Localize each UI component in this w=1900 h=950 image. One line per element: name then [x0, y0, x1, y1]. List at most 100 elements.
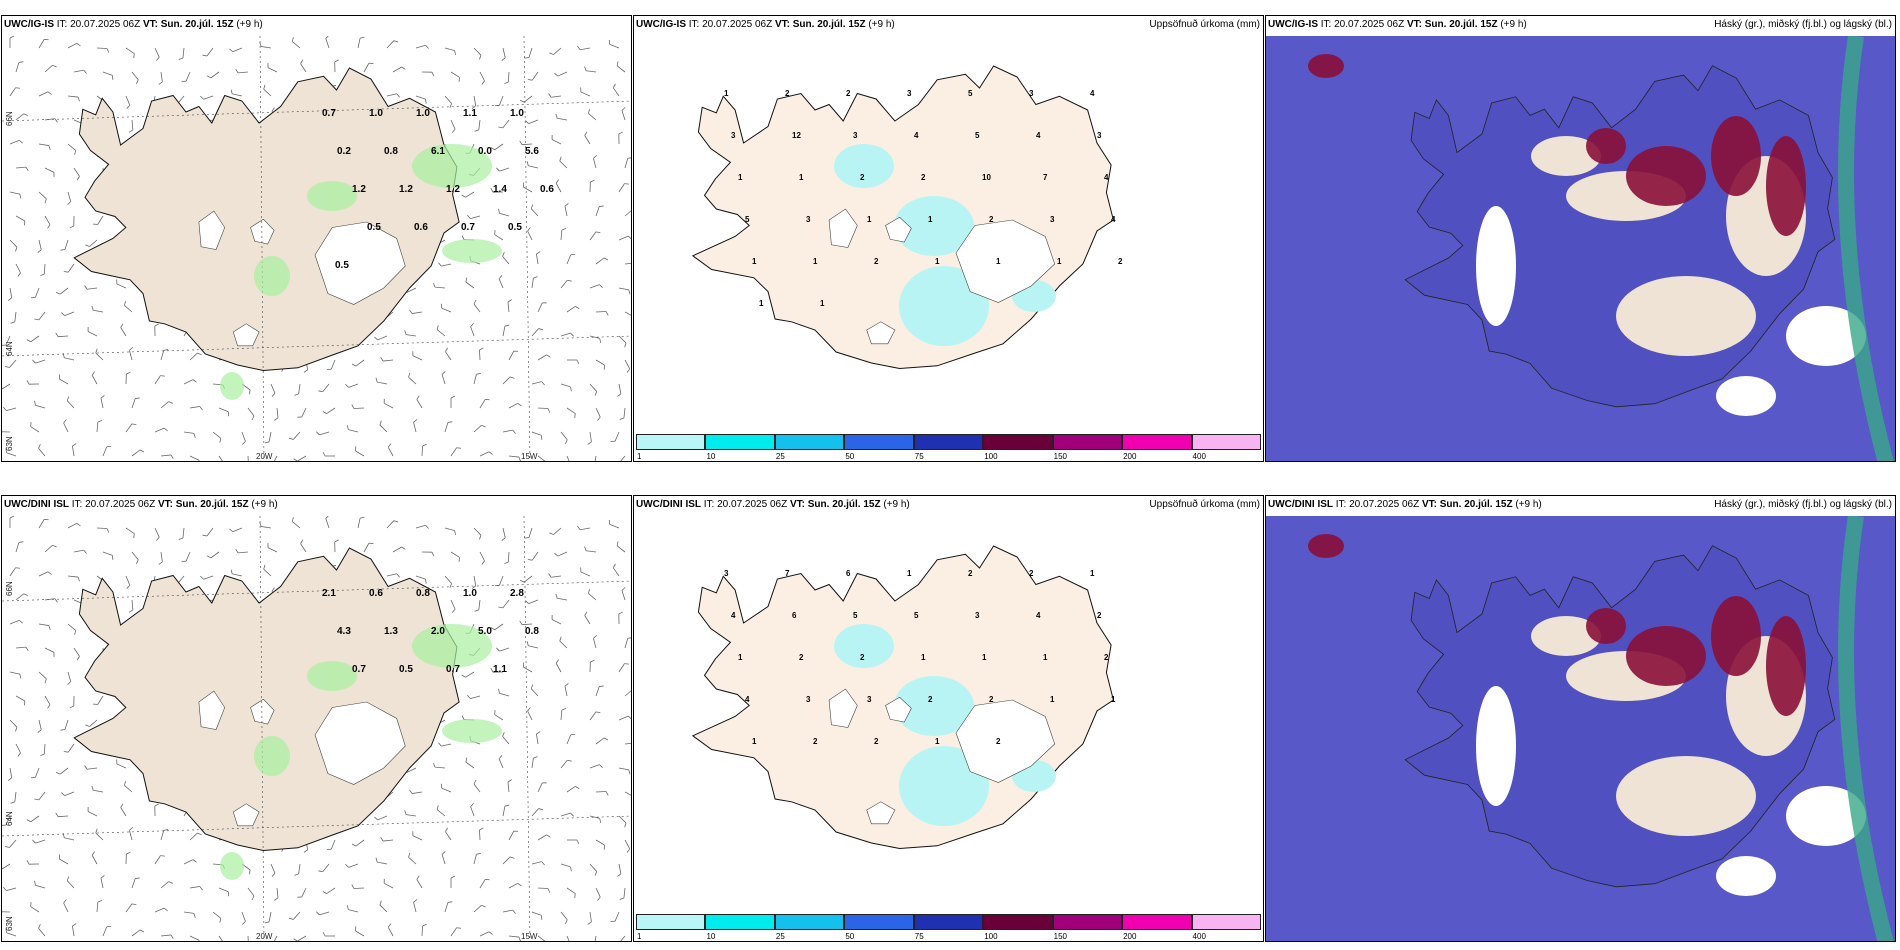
wind-barb [465, 757, 475, 769]
wind-barb [100, 395, 105, 409]
wind-barb [38, 671, 47, 684]
wind-barb [30, 422, 40, 433]
map-panel-clouds-dini: UWC/DINI ISL IT: 20.07.2025 06Z VT: Sun.… [1265, 495, 1896, 942]
wind-barb [67, 671, 72, 685]
wind-barb [44, 215, 51, 229]
wind-barb [450, 395, 456, 408]
wind-barb [100, 875, 105, 889]
wind-barb [587, 911, 592, 925]
clear-gap [1716, 376, 1776, 416]
panel-header: UWC/DINI ISL IT: 20.07.2025 06Z VT: Sun.… [4, 499, 278, 510]
wind-barb [322, 451, 335, 457]
wind-barb [154, 803, 159, 817]
wind-barb [69, 695, 75, 709]
wind-barb [498, 688, 510, 697]
wind-barb [595, 685, 604, 697]
wind-barb [421, 443, 427, 457]
wind-barb [84, 285, 98, 290]
wind-barb [440, 303, 452, 313]
wind-barb [584, 611, 591, 625]
colorbar-swatch [774, 914, 845, 930]
map-panel-clouds-igis: UWC/IG-IS IT: 20.07.2025 06Z VT: Sun. 20… [1265, 15, 1896, 462]
wind-barb [383, 878, 394, 889]
wind-barb [421, 923, 427, 937]
glacier [885, 216, 912, 243]
wind-barb [519, 140, 533, 146]
precip-value-label: 3 [975, 611, 980, 620]
wind-barb [61, 311, 75, 316]
wind-barb [380, 837, 394, 842]
iceland-land [73, 547, 460, 852]
wind-barb [288, 431, 301, 440]
wind-barb [507, 299, 512, 313]
wind-barb [618, 235, 631, 241]
wind-barb [555, 593, 568, 601]
wind-barb [519, 575, 533, 583]
wind-barb [55, 767, 69, 775]
colorbar-label: 100 [984, 452, 998, 461]
wind-barb [229, 47, 243, 53]
wind-barb [125, 95, 131, 109]
wind-barb [560, 279, 572, 289]
precip-area [834, 144, 894, 188]
wind-barb [527, 551, 539, 561]
wind-barb [212, 431, 222, 443]
wind-barb [67, 623, 77, 635]
wind-barb [559, 156, 568, 169]
precip-area [412, 144, 492, 188]
wind-barb [15, 695, 26, 706]
colorbar-swatch [983, 914, 1053, 930]
wind-barb [551, 614, 562, 625]
wind-barb [618, 715, 631, 721]
precip-value-label: 0.6 [369, 588, 383, 599]
precip-area [412, 624, 492, 668]
wind-barb [247, 887, 255, 901]
panel-header: UWC/IG-IS IT: 20.07.2025 06Z VT: Sun. 20… [4, 19, 263, 30]
wind-barb [131, 397, 140, 409]
wind-barb [85, 719, 98, 727]
colorbar-label: 100 [984, 932, 998, 941]
colorbar-swatch [636, 914, 706, 930]
wind-barb [415, 524, 429, 529]
wind-barb [496, 647, 510, 652]
wind-barb [531, 276, 538, 289]
wind-barb [621, 107, 626, 121]
map-panel-wind-precip-igis: UWC/IG-IS IT: 20.07.2025 06Z VT: Sun. 20… [1, 15, 632, 462]
wind-barb [386, 93, 400, 98]
wind-barb [259, 42, 272, 49]
cloud-cover-map [1266, 516, 1895, 941]
precip-value-label: 1 [867, 215, 872, 224]
wind-barb [566, 887, 576, 899]
wind-barb [409, 309, 423, 314]
wind-barb [498, 599, 510, 609]
wind-barb [536, 731, 541, 745]
precip-value-label: 0.8 [525, 626, 539, 637]
wind-barb [67, 191, 72, 205]
wind-barb [589, 863, 598, 876]
precip-value-label: 2 [989, 695, 994, 704]
clear-gap [1476, 686, 1516, 806]
wind-barb [589, 179, 595, 193]
wind-barb [5, 359, 17, 368]
wind-barb [415, 95, 427, 104]
wind-barb [7, 767, 13, 781]
wind-barb [357, 36, 365, 49]
wind-barb [502, 732, 510, 745]
wind-barb [38, 39, 49, 49]
precip-value-label: 2 [1104, 653, 1109, 662]
wind-barb [408, 852, 417, 865]
colorbar-swatch [636, 434, 706, 450]
wind-barb [34, 791, 46, 801]
wind-barb [624, 839, 631, 853]
wind-barb [548, 573, 562, 578]
wind-barb [91, 305, 104, 313]
precip-value-label: 1 [752, 737, 757, 746]
wind-barb [595, 257, 609, 265]
wind-barb [450, 447, 462, 457]
precip-value-label: 2 [799, 653, 804, 662]
wind-barb [564, 203, 569, 217]
wind-barb [63, 743, 75, 753]
wind-barb [593, 635, 598, 649]
wind-barb [531, 808, 544, 817]
wind-barb-map: 0.7 1.0 1.0 1.1 1.0 0.2 0.8 6.1 0.0 5.6 1.2 1.2 1.2 1… [2, 36, 631, 461]
